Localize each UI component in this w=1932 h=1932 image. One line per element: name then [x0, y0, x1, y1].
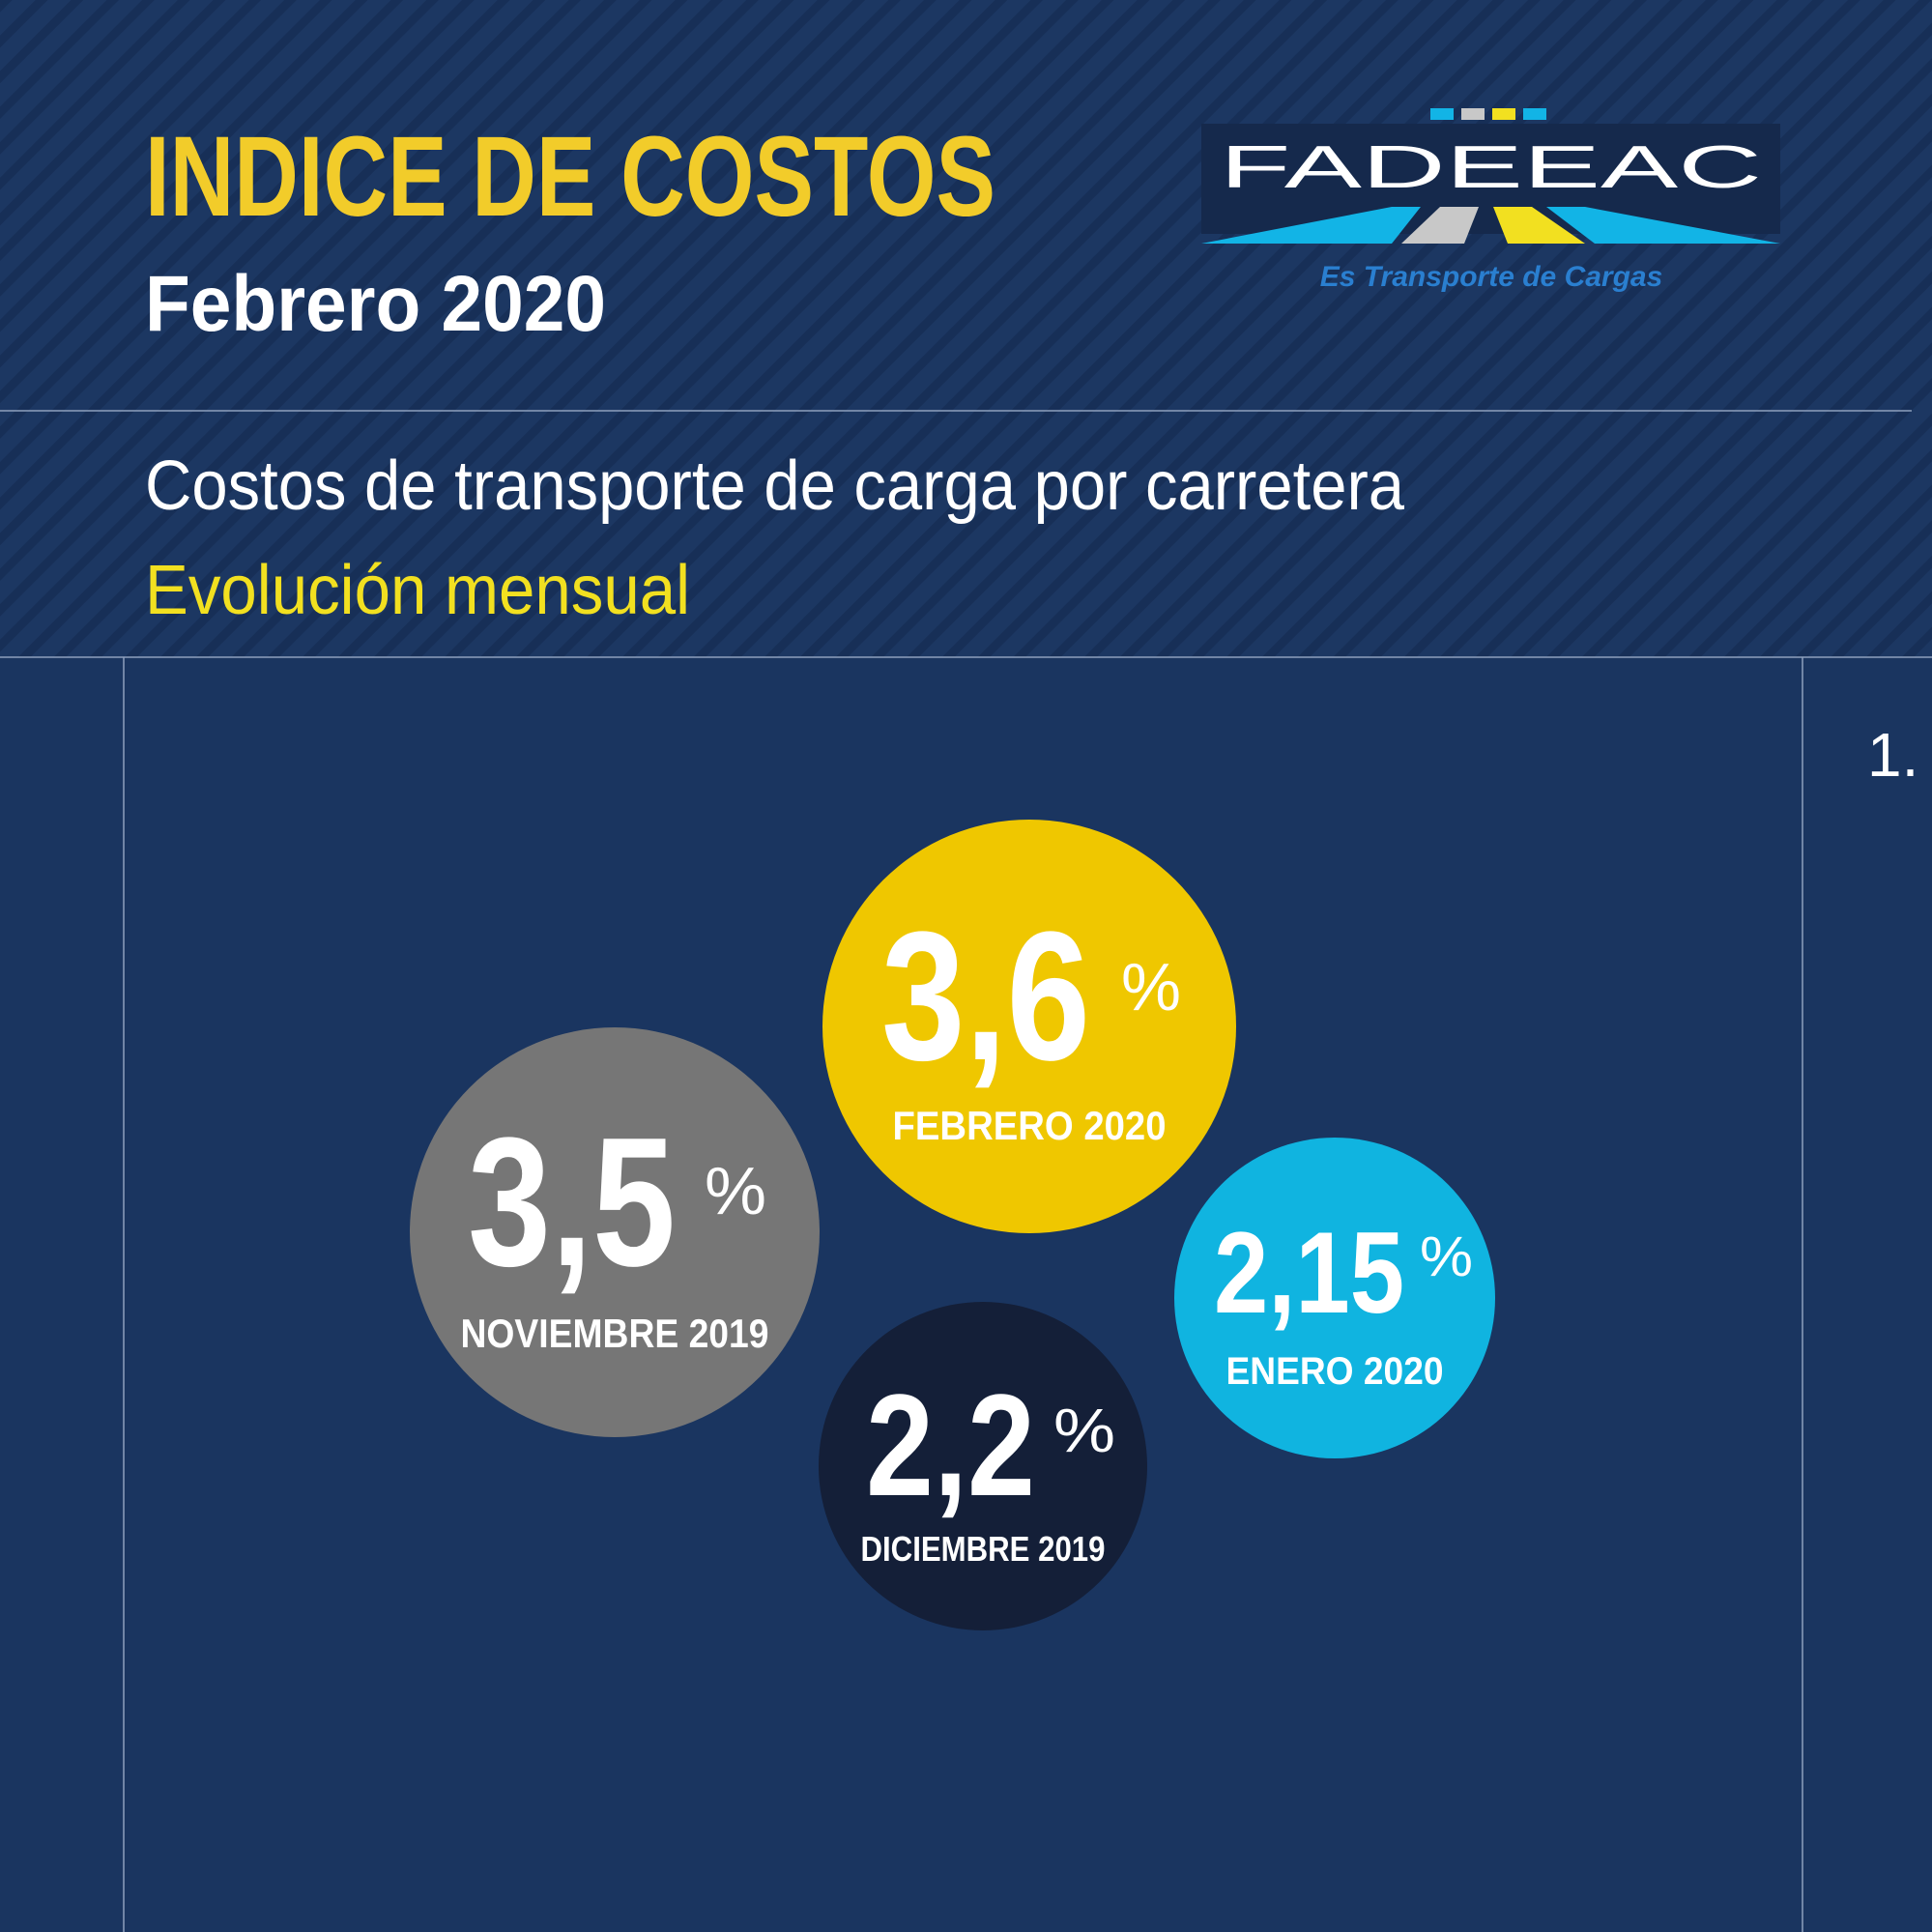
logo-bar: [1523, 108, 1546, 120]
section-subtitle: Evolución mensual: [145, 552, 690, 629]
bubble: [819, 1302, 1147, 1630]
logo-name: FADEEAC: [1220, 134, 1762, 201]
logo-bar: [1430, 108, 1454, 120]
bubble-unit: %: [1420, 1226, 1473, 1288]
page-marker: 1.: [1867, 720, 1918, 790]
bubble: [410, 1027, 820, 1437]
bubble: [1174, 1138, 1495, 1458]
bubbles: 3,6 % FEBRERO 2020 3,5 % NOVIEMBRE 2019 2,2 % DI…: [410, 820, 1495, 1630]
bubble-value: 2,2: [866, 1364, 1035, 1526]
section-title: Costos de transporte de carga por carret…: [145, 447, 1405, 525]
bubble-unit: %: [705, 1153, 766, 1228]
bubble: [822, 820, 1236, 1233]
logo-road: [1401, 207, 1479, 244]
title: INDICE DE COSTOS: [145, 113, 995, 241]
logo-backdrop: [1201, 124, 1780, 234]
bubble-unit: %: [1121, 949, 1181, 1024]
logo-road: [1546, 207, 1780, 244]
bubble-label: ENERO 2020: [1226, 1350, 1444, 1393]
bubble-unit: %: [1053, 1396, 1115, 1465]
logo-bar: [1492, 108, 1515, 120]
subtitle: Febrero 2020: [145, 260, 606, 348]
logo-road: [1201, 207, 1421, 244]
bubble-label: NOVIEMBRE 2019: [461, 1311, 769, 1356]
logo-road: [1493, 207, 1585, 244]
logo-bar: [1461, 108, 1485, 120]
header-background: [0, 0, 1932, 657]
bubble-value: 3,6: [881, 894, 1090, 1099]
bubble-value: 3,5: [468, 1100, 676, 1305]
bubble-label: FEBRERO 2020: [893, 1103, 1167, 1148]
logo-tagline: Es Transporte de Cargas: [1320, 261, 1663, 293]
bubble-value: 2,15: [1214, 1208, 1404, 1338]
logo: FADEEAC Es Transporte de Cargas: [1201, 108, 1780, 293]
bubble-label: DICIEMBRE 2019: [861, 1529, 1106, 1569]
